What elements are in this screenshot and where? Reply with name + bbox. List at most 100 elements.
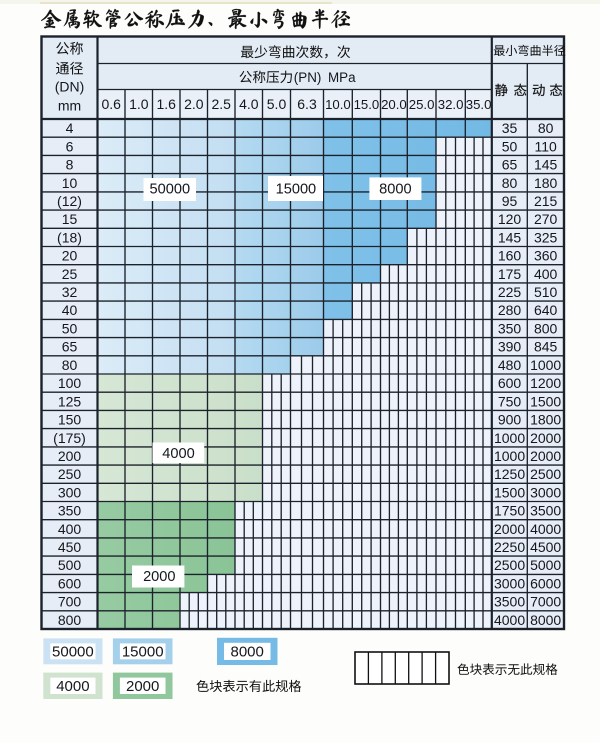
svg-text:35.0: 35.0 xyxy=(466,97,492,112)
svg-text:80: 80 xyxy=(502,175,518,191)
svg-text:2500: 2500 xyxy=(494,557,525,573)
svg-text:15: 15 xyxy=(62,211,78,227)
svg-text:32.0: 32.0 xyxy=(438,97,464,112)
svg-text:100: 100 xyxy=(58,375,82,391)
svg-text:6.3: 6.3 xyxy=(297,96,317,112)
svg-text:215: 215 xyxy=(534,193,558,209)
svg-text:1000: 1000 xyxy=(494,430,525,446)
svg-text:4: 4 xyxy=(66,120,74,136)
svg-text:50: 50 xyxy=(502,138,518,154)
svg-text:10: 10 xyxy=(62,175,78,191)
svg-text:845: 845 xyxy=(534,339,558,355)
svg-text:1200: 1200 xyxy=(530,375,561,391)
svg-text:50: 50 xyxy=(62,321,78,337)
svg-text:200: 200 xyxy=(58,448,82,464)
svg-text:1000: 1000 xyxy=(530,357,561,373)
svg-text:MPa: MPa xyxy=(328,70,356,85)
svg-text:25.0: 25.0 xyxy=(409,97,435,112)
svg-text:1000: 1000 xyxy=(494,448,525,464)
svg-text:390: 390 xyxy=(498,339,522,355)
svg-text:8000: 8000 xyxy=(231,644,264,661)
svg-text:500: 500 xyxy=(58,557,82,573)
svg-text:10.0: 10.0 xyxy=(325,97,351,112)
svg-text:20.0: 20.0 xyxy=(381,97,407,112)
svg-text:35: 35 xyxy=(502,120,518,136)
svg-text:6: 6 xyxy=(66,138,74,154)
svg-text:145: 145 xyxy=(498,229,522,245)
svg-text:(175): (175) xyxy=(53,430,86,446)
svg-text:3000: 3000 xyxy=(494,576,525,592)
svg-text:(PN): (PN) xyxy=(294,70,322,85)
svg-text:4000: 4000 xyxy=(162,446,194,462)
svg-text:1500: 1500 xyxy=(494,484,525,500)
svg-text:2000: 2000 xyxy=(530,430,561,446)
svg-text:2.5: 2.5 xyxy=(211,96,231,112)
svg-text:350: 350 xyxy=(58,503,82,519)
svg-text:65: 65 xyxy=(62,339,78,355)
svg-text:15000: 15000 xyxy=(276,182,317,198)
svg-text:1500: 1500 xyxy=(530,393,561,409)
svg-text:80: 80 xyxy=(538,120,554,136)
svg-text:2000: 2000 xyxy=(494,521,525,537)
svg-text:4000: 4000 xyxy=(494,612,525,628)
svg-text:65: 65 xyxy=(502,157,518,173)
svg-text:15.0: 15.0 xyxy=(354,97,380,112)
svg-text:225: 225 xyxy=(498,284,522,300)
svg-text:(18): (18) xyxy=(57,229,82,245)
svg-text:2250: 2250 xyxy=(494,539,525,555)
svg-text:80: 80 xyxy=(62,357,78,373)
svg-text:480: 480 xyxy=(498,357,522,373)
svg-text:175: 175 xyxy=(498,266,522,282)
svg-text:32: 32 xyxy=(62,284,78,300)
svg-text:120: 120 xyxy=(498,211,522,227)
svg-text:6000: 6000 xyxy=(530,576,561,592)
svg-text:3500: 3500 xyxy=(530,503,561,519)
svg-text:2.0: 2.0 xyxy=(184,96,204,112)
svg-text:1800: 1800 xyxy=(530,412,561,428)
svg-text:900: 900 xyxy=(498,412,522,428)
svg-text:400: 400 xyxy=(534,266,558,282)
svg-text:50000: 50000 xyxy=(52,644,94,661)
svg-text:5.0: 5.0 xyxy=(267,96,287,112)
svg-text:8000: 8000 xyxy=(530,612,561,628)
svg-text:160: 160 xyxy=(498,248,522,264)
svg-text:25: 25 xyxy=(62,266,78,282)
svg-text:mm: mm xyxy=(58,98,81,114)
svg-text:20: 20 xyxy=(62,248,78,264)
svg-text:95: 95 xyxy=(502,193,518,209)
svg-text:8: 8 xyxy=(66,157,74,173)
svg-text:180: 180 xyxy=(534,175,558,191)
svg-text:360: 360 xyxy=(534,248,558,264)
svg-text:15000: 15000 xyxy=(122,644,164,661)
svg-text:125: 125 xyxy=(58,393,82,409)
svg-text:1.6: 1.6 xyxy=(156,96,176,112)
svg-text:(DN): (DN) xyxy=(55,79,85,95)
svg-text:1.0: 1.0 xyxy=(129,96,149,112)
svg-text:280: 280 xyxy=(498,302,522,318)
svg-text:400: 400 xyxy=(58,521,82,537)
svg-text:150: 150 xyxy=(58,412,82,428)
svg-text:270: 270 xyxy=(534,211,558,227)
svg-text:3500: 3500 xyxy=(494,594,525,610)
svg-text:(12): (12) xyxy=(57,193,82,209)
svg-text:4500: 4500 xyxy=(530,539,561,555)
svg-text:8000: 8000 xyxy=(379,182,411,198)
svg-text:50000: 50000 xyxy=(150,181,191,197)
svg-text:4000: 4000 xyxy=(530,521,561,537)
svg-text:510: 510 xyxy=(534,284,558,300)
svg-text:7000: 7000 xyxy=(530,594,561,610)
svg-text:800: 800 xyxy=(58,612,82,628)
svg-text:4000: 4000 xyxy=(56,678,89,695)
svg-text:5000: 5000 xyxy=(530,557,561,573)
svg-text:2000: 2000 xyxy=(126,678,159,695)
svg-text:110: 110 xyxy=(534,138,557,154)
svg-text:4.0: 4.0 xyxy=(239,96,259,112)
svg-text:325: 325 xyxy=(534,229,558,245)
svg-text:2000: 2000 xyxy=(143,569,175,585)
svg-text:640: 640 xyxy=(534,302,558,318)
svg-text:300: 300 xyxy=(58,484,82,500)
svg-text:1750: 1750 xyxy=(494,503,525,519)
svg-text:1250: 1250 xyxy=(494,466,525,482)
svg-text:3000: 3000 xyxy=(530,484,561,500)
svg-text:250: 250 xyxy=(58,466,82,482)
